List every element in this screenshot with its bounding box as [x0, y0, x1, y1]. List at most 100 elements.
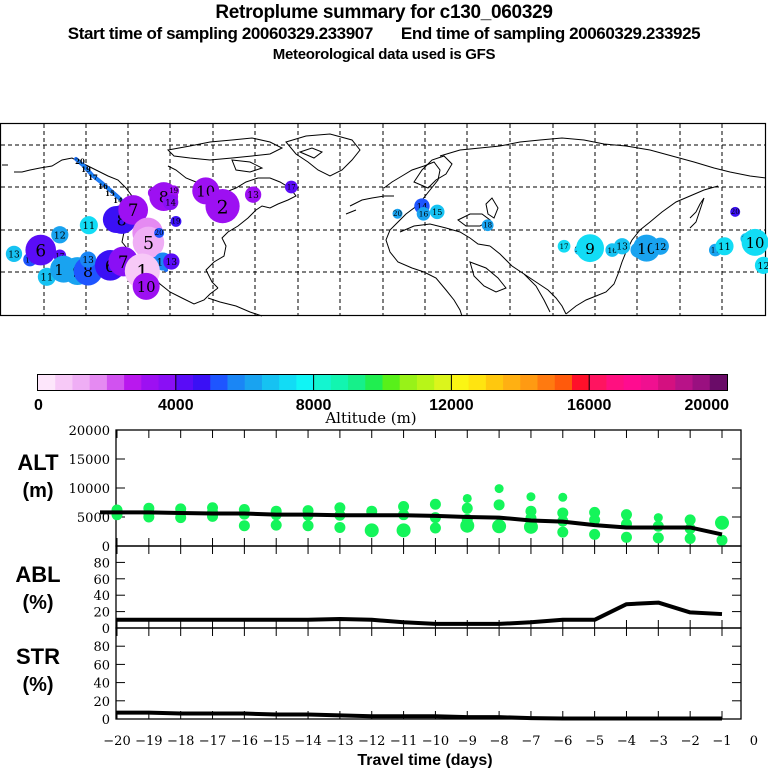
- cluster-marker: 20: [392, 208, 403, 219]
- altitude-colorbar: 0 4000 8000 12000 16000 20000 Altitude (m): [34, 374, 729, 427]
- cluster-day-label: 10: [746, 234, 765, 252]
- coastlines: [2, 133, 767, 317]
- trajectory-day-label: 19: [81, 165, 91, 174]
- coastline-segment: [469, 261, 507, 293]
- x-tick-label: −16: [231, 734, 258, 749]
- y-tick-label: 10000: [69, 482, 110, 497]
- altitude-point: [429, 522, 441, 534]
- colorbar-tick-label: 16000: [567, 397, 612, 414]
- cluster-day-label: 7: [118, 253, 128, 272]
- colorbar-cell: [554, 375, 573, 390]
- colorbar-cell: [72, 375, 91, 390]
- colorbar-cell: [503, 375, 521, 390]
- colorbar-tick-label: 4000: [158, 397, 194, 414]
- colorbar-tick-label: 0: [34, 397, 43, 414]
- altitude-point: [398, 501, 410, 513]
- colorbar-cell: [227, 375, 246, 390]
- cluster-day-label: 8: [83, 262, 93, 281]
- colorbar-cell: [623, 375, 642, 390]
- cluster-marker: 7: [118, 195, 149, 225]
- cluster-marker: 17: [284, 180, 298, 194]
- retroplume-map: 201917161514161211 131615612171120109813…: [0, 122, 768, 317]
- altitude-point: [684, 514, 696, 526]
- colorbar-cell: [158, 375, 177, 390]
- y-tick-label: 0: [102, 540, 110, 555]
- altitude-mean-line: [100, 510, 723, 537]
- cluster-marker: 16: [416, 206, 431, 221]
- cluster-circle: [730, 206, 741, 217]
- x-tick-label: −19: [135, 734, 162, 749]
- cluster-day-label: 13: [8, 250, 20, 260]
- cluster-day-label: 13: [166, 258, 178, 268]
- colorbar-cell: [89, 375, 108, 390]
- colorbar-cell: [141, 375, 160, 390]
- colorbar-title: Altitude (m): [324, 409, 416, 427]
- altitude-point: [589, 506, 601, 518]
- cluster-marker: 2: [205, 189, 240, 224]
- cluster-day-label: 10: [137, 278, 156, 296]
- colorbar-cell: [606, 375, 625, 390]
- y-tick-label: 80: [93, 556, 110, 571]
- coastline-segment: [399, 223, 491, 247]
- colorbar-cell: [382, 375, 401, 390]
- altitude-point: [589, 514, 601, 526]
- altitude-point: [396, 523, 411, 538]
- cluster-day-label: 6: [35, 240, 46, 260]
- colorbar-cell: [434, 375, 452, 390]
- cluster-circle: [715, 237, 734, 256]
- cluster-day-label: 11: [157, 257, 170, 268]
- panel-frame: [115, 627, 742, 720]
- cluster-day-label: 15: [432, 208, 442, 217]
- cluster-marker: 12: [754, 256, 768, 274]
- cluster-circle: [205, 189, 240, 224]
- cluster-circle: [651, 237, 669, 255]
- x-tick-label: −10: [422, 734, 449, 749]
- x-tick-label: −3: [649, 734, 668, 749]
- cluster-day-label: 10: [637, 240, 656, 258]
- panel-label: STR: [16, 644, 60, 669]
- colorbar-cell: [193, 375, 211, 390]
- colorbar-cell: [106, 375, 125, 390]
- colorbar-cell: [537, 375, 556, 390]
- colorbar-cell: [279, 375, 297, 390]
- cluster-day-label: 19: [169, 187, 178, 195]
- cluster-marker: 20: [154, 227, 165, 238]
- altitude-point: [589, 528, 601, 540]
- altitude-point: [653, 513, 663, 523]
- coastline-segment: [285, 133, 361, 177]
- cluster-circle: [392, 208, 403, 219]
- cluster-marker: 13: [613, 238, 631, 255]
- cluster-marker: 13: [244, 186, 262, 203]
- cluster-day-label: 12: [54, 230, 66, 241]
- coastline-segment: [413, 155, 453, 189]
- altitude-point: [716, 534, 728, 546]
- cluster-marker: 6: [25, 234, 57, 266]
- colorbar-cell: [124, 375, 142, 390]
- cluster-day-label: 17: [711, 247, 720, 255]
- x-tick-label: −18: [167, 734, 194, 749]
- x-tick-label: −2: [681, 734, 700, 749]
- cluster-marker: 13: [5, 245, 23, 263]
- cluster-marker: 10: [132, 272, 160, 300]
- cluster-circle: [284, 180, 298, 194]
- cluster-day-label: 9: [585, 240, 595, 258]
- x-tick-label: −20: [103, 734, 130, 749]
- altitude-point: [557, 507, 569, 519]
- cluster-circle: [613, 238, 631, 255]
- cluster-day-label: 20: [731, 208, 740, 216]
- cluster-circle: [154, 227, 165, 238]
- y-tick-label: 60: [93, 658, 110, 673]
- panel-label: ALT: [17, 450, 59, 475]
- x-tick-label: −15: [262, 734, 289, 749]
- altitude-point: [620, 509, 632, 521]
- cluster-circle: [481, 219, 494, 232]
- y-tick-label: 15000: [69, 453, 110, 468]
- altitude-point: [715, 515, 729, 530]
- altitude-point: [492, 519, 507, 534]
- colorbar-cell: [589, 375, 607, 390]
- cluster-day-label: 20: [155, 229, 164, 237]
- panel-unit: (%): [22, 674, 53, 696]
- trajectory-day-label: 20: [75, 157, 85, 166]
